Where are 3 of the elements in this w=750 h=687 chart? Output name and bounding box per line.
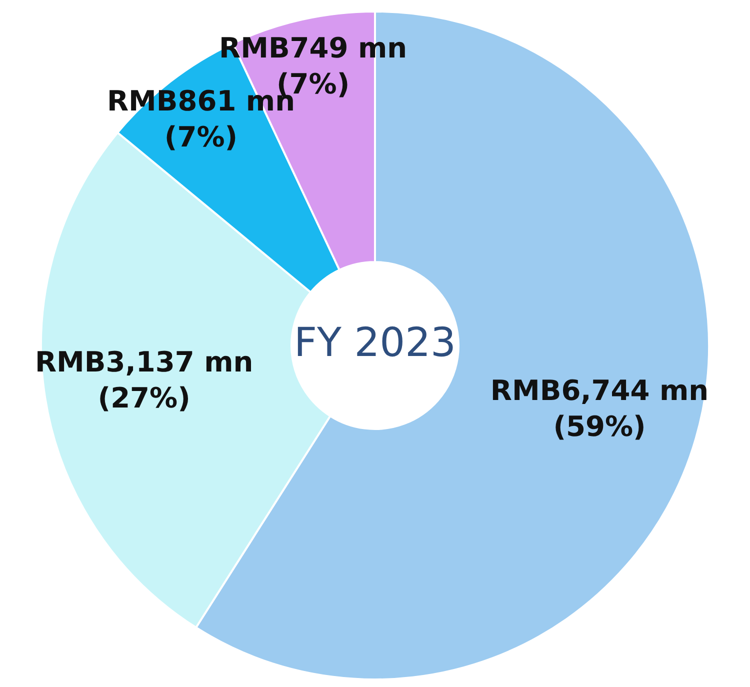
text: FY 2023 xyxy=(294,320,456,366)
data-label: RMB3,137 mn (27%) xyxy=(34,345,254,414)
data-label: RMB6,744 mn (59%) xyxy=(490,374,709,444)
